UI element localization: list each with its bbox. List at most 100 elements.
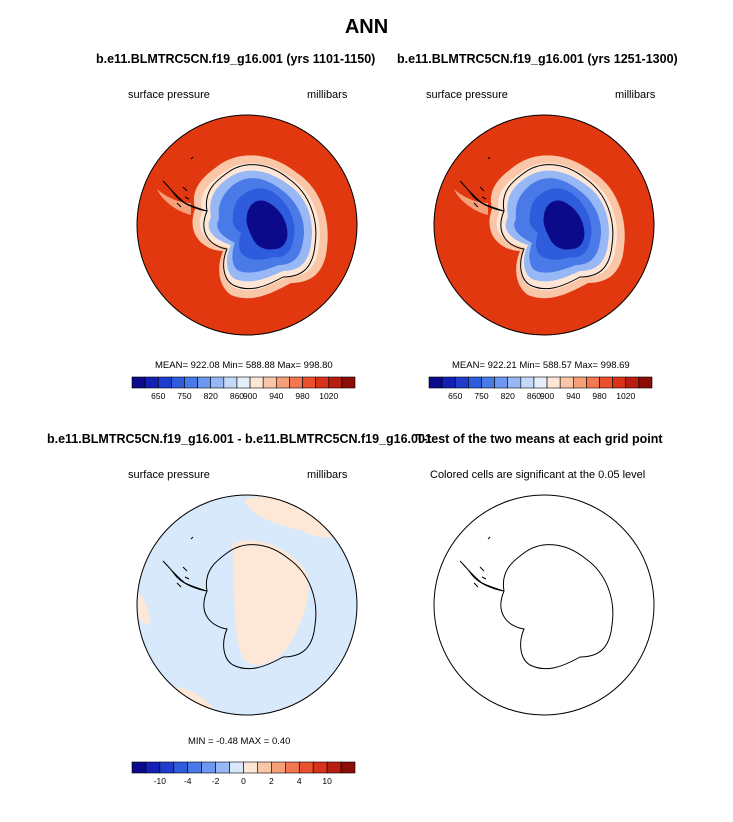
colorbar-1-swatch bbox=[184, 376, 198, 389]
map2-boundary bbox=[433, 114, 655, 336]
colorbar-3-swatch bbox=[243, 761, 258, 774]
map4-boundary bbox=[433, 494, 655, 716]
colorbar-2 bbox=[428, 376, 653, 389]
panel-title-left: b.e11.BLMTRC5CN.f19_g16.001 (yrs 1101-11… bbox=[96, 52, 376, 66]
colorbar-3-swatch bbox=[271, 761, 286, 774]
colorbar-3-tick-label: 10 bbox=[322, 776, 332, 786]
colorbar-1-tick-label: 750 bbox=[177, 391, 192, 401]
figure-title: ANN bbox=[344, 16, 389, 38]
colorbar-1-tick-label: 940 bbox=[269, 391, 284, 401]
colorbar-2-swatch bbox=[494, 376, 509, 389]
colorbar-2-tick-label: 860 bbox=[526, 391, 542, 401]
map2-contour-fill bbox=[434, 115, 654, 335]
map1-boundary bbox=[136, 114, 358, 336]
map-panel-1 bbox=[136, 114, 358, 336]
map-panel-3 bbox=[136, 494, 358, 716]
map3-boundary bbox=[136, 494, 358, 716]
colorbar-1-tick-label: 820 bbox=[203, 391, 218, 401]
colorbar-3-swatch bbox=[298, 761, 314, 774]
colorbar-1-swatch bbox=[157, 376, 172, 389]
colorbar-2-swatch bbox=[481, 376, 495, 389]
colorbar-1-swatch bbox=[197, 376, 212, 389]
colorbar-1-swatch bbox=[144, 376, 159, 389]
diff-title: b.e11.BLMTRC5CN.f19_g16.001 - b.e11.BLMT… bbox=[47, 432, 432, 446]
colorbar-3-swatch bbox=[229, 761, 244, 774]
colorbar-1-swatch bbox=[302, 376, 316, 389]
p3-stats: MIN = -0.48 MAX = 0.40 bbox=[188, 736, 291, 747]
p2-units-label: millibars bbox=[615, 89, 656, 101]
map3-positive-region-north bbox=[244, 496, 340, 538]
colorbar-3-swatch bbox=[215, 761, 230, 774]
colorbar-2-swatch bbox=[454, 376, 469, 389]
colorbar-2-tick-label: 650 bbox=[448, 391, 463, 401]
colorbar-3-tick-label: -4 bbox=[183, 776, 192, 786]
colorbar-2-swatch bbox=[428, 376, 443, 389]
colorbar-2-tick-label: 750 bbox=[474, 391, 489, 401]
colorbar-1-tick-label: 980 bbox=[295, 391, 310, 401]
colorbar-1-swatch bbox=[236, 376, 251, 389]
colorbar-3-tick-label: -10 bbox=[153, 776, 167, 786]
colorbar-2-tick-label: 900 bbox=[539, 391, 555, 401]
colorbar-1-swatch bbox=[131, 376, 146, 389]
colorbar-3-swatch bbox=[340, 761, 356, 774]
colorbar-1-swatch bbox=[275, 376, 290, 389]
p1-units-label: millibars bbox=[307, 89, 348, 101]
colorbar-3-swatch bbox=[131, 761, 147, 774]
colorbar-2-swatch bbox=[599, 376, 613, 389]
colorbar-1-swatch bbox=[171, 376, 185, 389]
colorbar-3-swatch bbox=[173, 761, 189, 774]
colorbar-2-swatch bbox=[572, 376, 587, 389]
colorbar-2-tick-label: 820 bbox=[500, 391, 515, 401]
colorbar-2-swatch bbox=[520, 376, 535, 389]
colorbar-3-tick-label: 4 bbox=[296, 776, 302, 786]
map3-positive-region-continent bbox=[232, 540, 309, 666]
colorbar-3-tick-label: 0 bbox=[241, 776, 246, 786]
colorbar-3-swatch bbox=[145, 761, 161, 774]
colorbar-2-swatch bbox=[546, 376, 561, 389]
p2-variable-label: surface pressure bbox=[426, 89, 508, 101]
colorbar-2-swatch bbox=[533, 376, 548, 389]
colorbar-2-swatch bbox=[559, 376, 574, 389]
colorbar-3-swatch bbox=[187, 761, 202, 774]
map-panel-4 bbox=[433, 494, 655, 716]
map3-positive-region-west bbox=[137, 588, 150, 625]
colorbar-3-swatch bbox=[285, 761, 300, 774]
colorbar-1-tick-label: 1020 bbox=[319, 391, 339, 401]
colorbar-3-swatch bbox=[257, 761, 272, 774]
map1-contour-fill bbox=[137, 115, 357, 335]
p2-stats: MEAN= 922.21 Min= 588.57 Max= 998.69 bbox=[452, 360, 630, 371]
colorbar-1-swatch bbox=[341, 376, 356, 389]
map-panel-2 bbox=[433, 114, 655, 336]
colorbar-1-swatch bbox=[262, 376, 277, 389]
p4-note: Colored cells are significant at the 0.0… bbox=[430, 469, 646, 481]
colorbar-1 bbox=[131, 376, 356, 389]
colorbar-3-tick-label: -2 bbox=[211, 776, 220, 786]
colorbar-1-swatch bbox=[210, 376, 225, 389]
colorbar-2-swatch bbox=[638, 376, 653, 389]
colorbar-2-swatch bbox=[507, 376, 522, 389]
colorbar-1-swatch bbox=[249, 376, 264, 389]
p1-variable-label: surface pressure bbox=[128, 89, 210, 101]
colorbar-3-swatch bbox=[159, 761, 175, 774]
colorbar-1-swatch bbox=[289, 376, 303, 389]
colorbar-1-swatch bbox=[315, 376, 330, 389]
colorbar-1-tick-label: 650 bbox=[151, 391, 166, 401]
colorbar-2-swatch bbox=[625, 376, 640, 389]
p3-units-label: millibars bbox=[307, 469, 348, 481]
colorbar-3 bbox=[131, 761, 356, 774]
map4-coastline bbox=[459, 536, 614, 670]
colorbar-2-swatch bbox=[586, 376, 600, 389]
colorbar-3-swatch bbox=[326, 761, 342, 774]
colorbar-3-tick-label: 2 bbox=[269, 776, 274, 786]
p3-variable-label: surface pressure bbox=[128, 469, 210, 481]
colorbar-2-tick-label: 940 bbox=[566, 391, 581, 401]
colorbar-1-tick-label: 860 bbox=[229, 391, 245, 401]
colorbar-3-swatch bbox=[312, 761, 328, 774]
colorbar-3-swatch bbox=[201, 761, 216, 774]
colorbar-1-swatch bbox=[328, 376, 343, 389]
colorbar-2-swatch bbox=[612, 376, 627, 389]
colorbar-1-tick-label: 900 bbox=[242, 391, 258, 401]
colorbar-2-tick-label: 1020 bbox=[616, 391, 636, 401]
colorbar-2-swatch bbox=[441, 376, 456, 389]
